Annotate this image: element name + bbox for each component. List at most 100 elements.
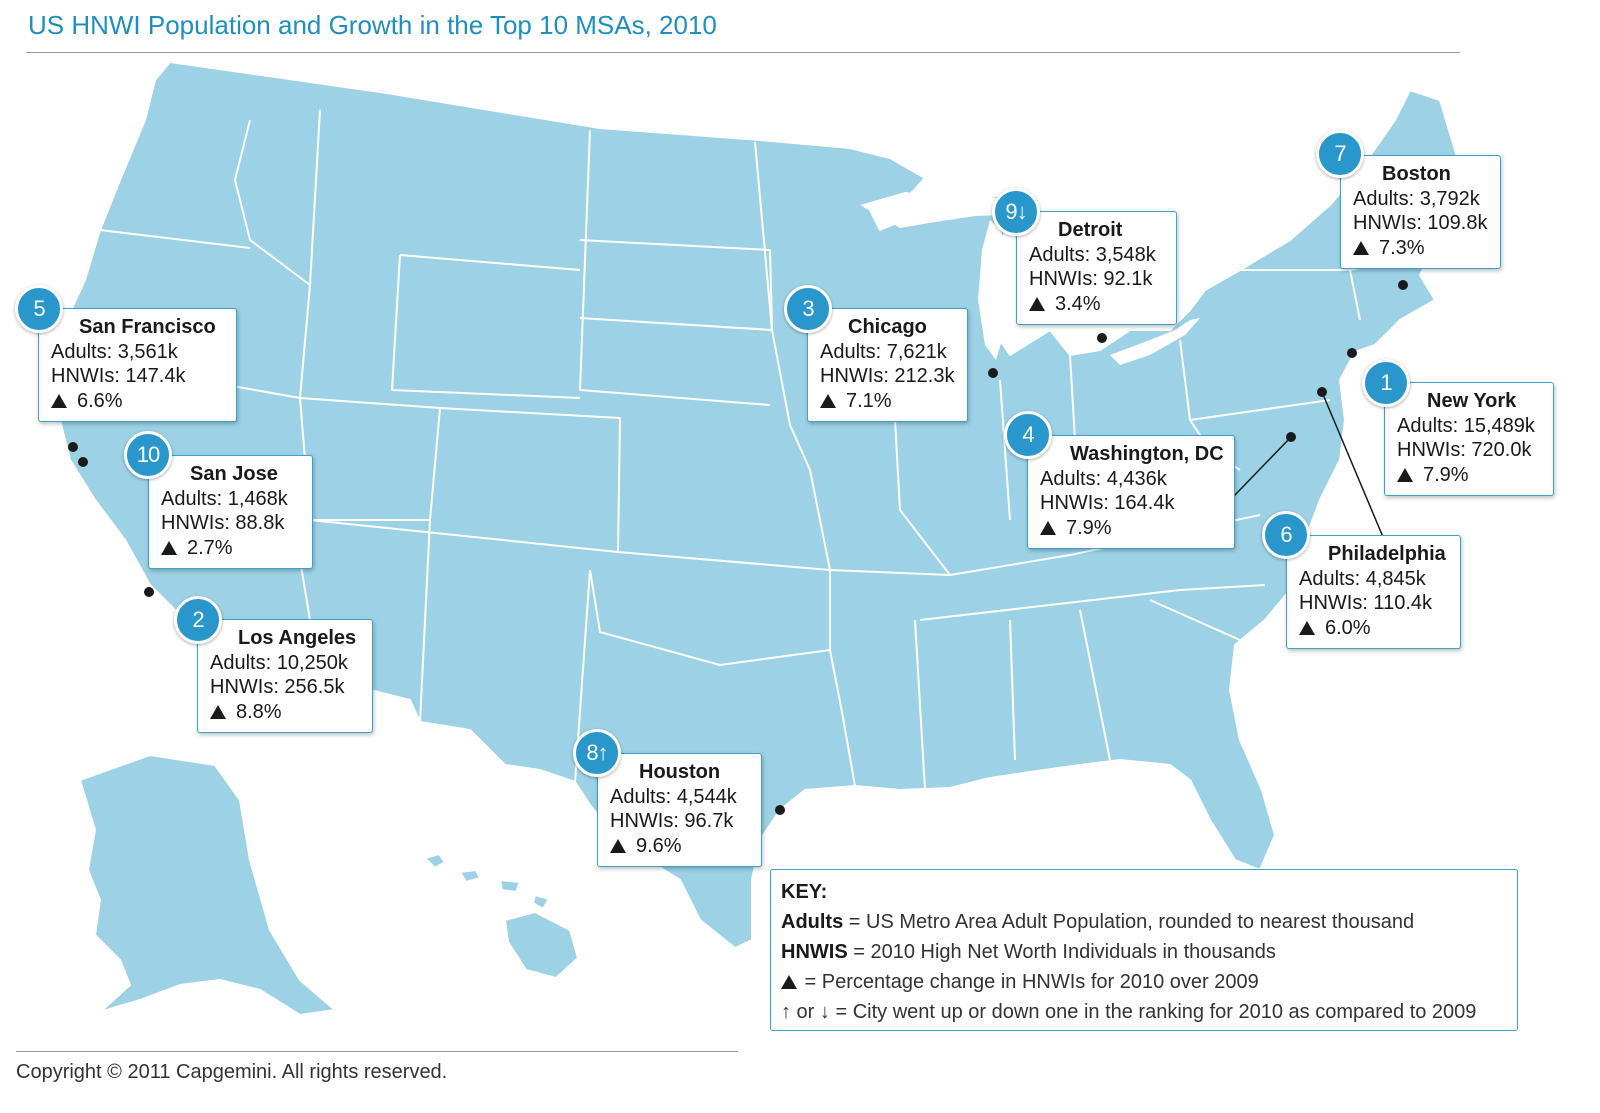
change-value: 7.3% [1379,236,1425,259]
city-card-philadelphia: Philadelphia Adults: 4,845k HNWIs: 110.4… [1286,535,1461,649]
hnwis-value: HNWIs: 92.1k [1029,268,1153,290]
change-row: 9.6% [610,834,751,859]
lake-superior [860,192,1005,228]
washington-dc-leader [1233,436,1292,497]
hawaii-islands [424,853,579,979]
hnwis-value: HNWIs: 256.5k [210,676,345,698]
city-name: San Jose [190,463,278,485]
increase-triangle-icon [820,393,836,408]
hnwis-value: HNWIs: 147.4k [51,365,186,387]
city-name: Los Angeles [238,627,357,649]
rank-badge-new-york: 1 [1362,359,1410,407]
adults-value: Adults: 3,561k [51,340,178,363]
copyright-text: Copyright © 2011 Capgemini. All rights r… [16,1061,448,1083]
rank-badge-boston: 7 [1316,130,1364,178]
increase-triangle-icon [610,838,626,853]
key-title: KEY: [781,881,828,903]
change-row: 6.6% [51,389,226,414]
adults-value: Adults: 15,489k [1397,414,1535,437]
change-row: 2.7% [161,536,302,561]
change-value: 3.4% [1055,292,1101,315]
change-row: 7.9% [1040,516,1224,541]
hnwis-value: HNWIs: 96.7k [610,810,734,832]
lake-erie-ontario [1110,318,1200,365]
title-divider [26,52,1460,53]
change-value: 7.1% [846,389,892,412]
san-francisco-dot [68,442,78,452]
rank-badge-chicago: 3 [784,285,832,333]
city-name: Chicago [848,316,927,338]
increase-triangle-icon [1040,520,1056,535]
change-value: 8.8% [236,700,282,723]
city-name: Detroit [1058,219,1123,241]
city-card-los-angeles: Los Angeles Adults: 10,250k HNWIs: 256.5… [197,619,373,733]
adults-value: Adults: 7,621k [820,340,947,363]
adults-value: Adults: 4,436k [1040,467,1167,490]
increase-triangle-icon [51,393,67,408]
hnwis-value: HNWIs: 109.8k [1353,212,1488,234]
rank-badge-los-angeles: 2 [174,596,222,644]
increase-triangle-icon [1299,620,1315,635]
footer-divider [16,1051,738,1052]
adults-value: Adults: 10,250k [210,651,348,674]
hnwis-value: HNWIs: 110.4k [1299,592,1432,614]
increase-triangle-icon [1397,467,1413,482]
key-adults-def: = US Metro Area Adult Population, rounde… [843,911,1415,933]
san-jose-dot [78,457,88,467]
city-card-san-francisco: San Francisco Adults: 3,561k HNWIs: 147.… [38,308,237,422]
change-value: 7.9% [1423,463,1469,486]
adults-value: Adults: 1,468k [161,487,288,510]
change-row: 7.1% [820,389,957,414]
key-hnwis-def: = 2010 High Net Worth Individuals in tho… [847,941,1276,963]
key-rank-def: = City went up or down one in the rankin… [829,1001,1477,1023]
city-card-detroit: Detroit Adults: 3,548k HNWIs: 92.1k 3.4% [1016,211,1177,325]
detroit-dot [1097,333,1107,343]
change-value: 2.7% [187,536,233,559]
adults-value: Adults: 4,845k [1299,567,1426,590]
key-change-row: = Percentage change in HNWIs for 2010 ov… [781,967,1507,997]
map-title: US HNWI Population and Growth in the Top… [28,10,717,40]
increase-triangle-icon [781,975,797,989]
city-card-san-jose: San Jose Adults: 1,468k HNWIs: 88.8k 2.7… [148,455,313,569]
boston-dot [1398,280,1408,290]
rank-badge-san-francisco: 5 [15,285,63,333]
change-row: 6.0% [1299,616,1450,641]
rank-badge-san-jose: 10 [124,431,172,479]
new-york-dot [1347,348,1357,358]
change-value: 9.6% [636,834,682,857]
rank-badge-washington-dc: 4 [1004,411,1052,459]
key-hnwis-term: HNWIS [781,941,848,963]
lake-michigan [978,220,1005,360]
change-row: 7.9% [1397,463,1543,488]
hnwis-value: HNWIs: 164.4k [1040,492,1175,514]
change-value: 6.0% [1325,616,1371,639]
hnwis-value: HNWIs: 212.3k [820,365,955,387]
hnwis-value: HNWIs: 88.8k [161,512,285,534]
houston-dot [775,805,785,815]
city-name: New York [1427,390,1517,412]
rank-badge-houston: 8↑ [573,729,621,777]
change-value: 7.9% [1066,516,1112,539]
key-adults-row: Adults = US Metro Area Adult Population,… [781,907,1507,937]
map-key: KEY: Adults = US Metro Area Adult Popula… [770,869,1518,1031]
change-row: 3.4% [1029,292,1166,317]
city-name: Houston [639,761,721,783]
los-angeles-dot [144,587,154,597]
increase-triangle-icon [210,704,226,719]
adults-value: Adults: 4,544k [610,785,737,808]
key-adults-term: Adults [781,911,844,933]
city-card-new-york: New York Adults: 15,489k HNWIs: 720.0k 7… [1384,382,1554,496]
city-name: San Francisco [79,316,216,338]
adults-value: Adults: 3,548k [1029,243,1156,266]
key-hnwis-row: HNWIS = 2010 High Net Worth Individuals … [781,937,1507,967]
change-row: 8.8% [210,700,362,725]
change-value: 6.6% [77,389,123,412]
key-change-def: = Percentage change in HNWIs for 2010 ov… [799,971,1259,993]
adults-value: Adults: 3,792k [1353,187,1480,210]
alaska-landmass [79,754,336,1016]
city-name: Philadelphia [1328,543,1446,565]
increase-triangle-icon [1029,296,1045,311]
increase-triangle-icon [161,540,177,555]
rank-arrows-icon: ↑ or ↓ [781,1001,830,1023]
city-name: Washington, DC [1070,443,1224,465]
